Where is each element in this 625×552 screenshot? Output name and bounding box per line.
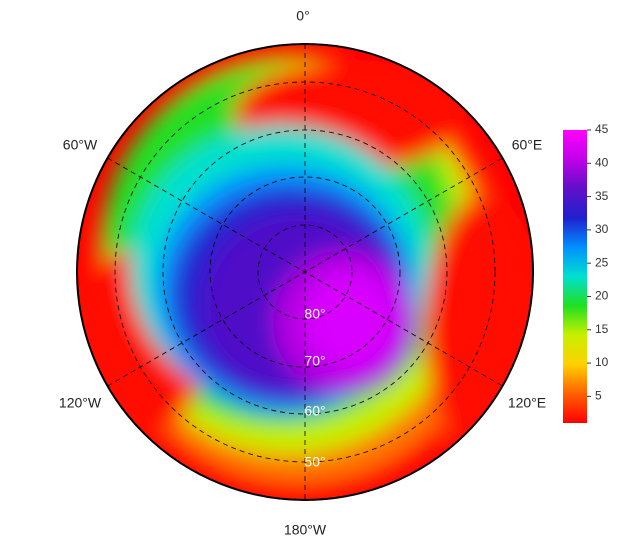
lat-label: 80°: [304, 306, 325, 322]
colorbar-tick-label: 20: [595, 289, 609, 303]
colorbar: [563, 130, 587, 423]
colorbar-tick-label: 40: [595, 155, 609, 169]
colorbar-tick-label: 15: [595, 322, 609, 336]
map-border: [76, 43, 534, 501]
colorbar-tick-label: 10: [595, 355, 609, 369]
colorbar-tick-label: 5: [595, 389, 602, 403]
lat-label: 70°: [304, 353, 325, 369]
colorbar-tick-label: 45: [595, 122, 609, 136]
lon-label: 60°W: [63, 137, 98, 153]
lat-label: 50°: [304, 454, 325, 470]
colorbar-tick-label: 35: [595, 189, 609, 203]
graticule: [107, 44, 503, 500]
colorbar-tick-label: 25: [595, 255, 609, 269]
lat-label: 60°: [304, 403, 325, 419]
lon-label: 0°: [296, 8, 309, 24]
lon-label: 120°E: [508, 395, 546, 411]
lon-label: 180°W: [284, 522, 327, 538]
lon-label: 60°E: [512, 137, 543, 153]
colorbar-tick-label: 30: [595, 222, 609, 236]
lon-label: 120°W: [59, 395, 102, 411]
field: [77, 44, 533, 500]
